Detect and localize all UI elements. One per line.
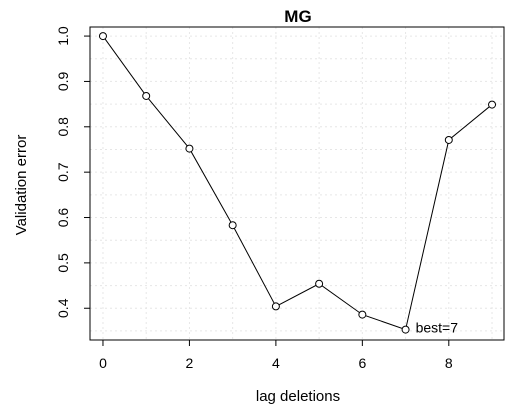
- data-point: [98, 32, 107, 41]
- plot-frame: [89, 26, 505, 341]
- data-point: [185, 144, 194, 153]
- series-line: [102, 35, 493, 331]
- x-tick-label: 2: [186, 355, 194, 371]
- y-axis-label: Validation error: [13, 135, 30, 236]
- axes: 0 2 4 6 8 0.4 0.5 0.6 0.7 0.8 0.9 1.0: [55, 26, 505, 371]
- y-tick-label: 1.0: [55, 26, 71, 46]
- y-tick-label: 0.5: [55, 253, 71, 273]
- data-point: [228, 221, 237, 230]
- grid: [90, 27, 505, 340]
- data-point: [271, 302, 280, 311]
- y-tick-label: 0.6: [55, 208, 71, 228]
- x-tick-label: 4: [272, 355, 280, 371]
- series: [98, 32, 497, 334]
- data-point: [142, 91, 151, 100]
- annotations: best=7: [416, 320, 459, 336]
- data-point: [315, 279, 324, 288]
- x-tick-label: 0: [99, 355, 107, 371]
- y-tick-label: 0.9: [55, 71, 71, 91]
- data-point: [401, 325, 410, 334]
- chart-title: MG: [284, 7, 311, 26]
- x-axis-label: lag deletions: [256, 388, 340, 405]
- x-tick-label: 6: [358, 355, 366, 371]
- y-tick-label: 0.4: [55, 298, 71, 318]
- data-point: [488, 100, 497, 109]
- data-point: [444, 135, 453, 144]
- y-tick-label: 0.7: [55, 162, 71, 182]
- annotation-best: best=7: [416, 320, 459, 336]
- x-tick-label: 8: [445, 355, 453, 371]
- y-tick-label: 0.8: [55, 117, 71, 137]
- data-point: [358, 310, 367, 319]
